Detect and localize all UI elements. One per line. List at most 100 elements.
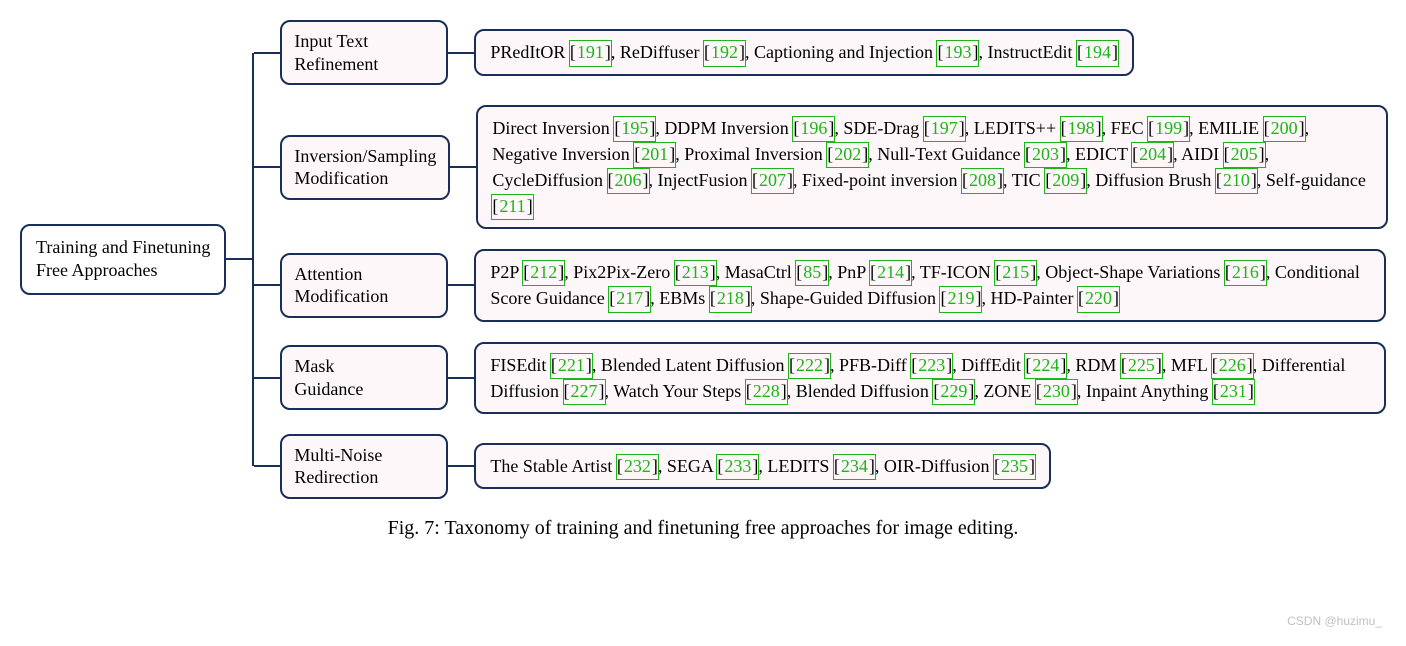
method-name: Diffusion Brush (1095, 170, 1216, 190)
branch-connector (254, 465, 280, 467)
method-name: EBMs (659, 288, 710, 308)
citation-number: 234 (840, 456, 869, 476)
citation-number: 219 (946, 288, 975, 308)
method-name: FISEdit (490, 355, 551, 375)
method-name: LEDITS++ (974, 118, 1061, 138)
citation[interactable]: [223] (911, 352, 952, 378)
category-node: Inversion/Sampling Modification (280, 135, 450, 200)
method-name: DDPM Inversion (664, 118, 793, 138)
citation[interactable]: [191] (570, 39, 611, 65)
method-name: MFL (1171, 355, 1212, 375)
citation[interactable]: [215] (995, 259, 1036, 285)
citation[interactable]: [211] (492, 193, 532, 219)
citation[interactable]: [216] (1225, 259, 1266, 285)
citation[interactable]: [85] (796, 259, 828, 285)
citation[interactable]: [231] (1213, 378, 1254, 404)
citation[interactable]: [203] (1025, 141, 1066, 167)
citation[interactable]: [197] (924, 115, 965, 141)
citation[interactable]: [230] (1036, 378, 1077, 404)
method-name: ZONE (983, 381, 1036, 401)
category-node: Multi-Noise Redirection (280, 434, 448, 499)
citation[interactable]: [228] (746, 378, 787, 404)
method-name: RDM (1075, 355, 1121, 375)
citation[interactable]: [193] (937, 39, 978, 65)
citation[interactable]: [229] (933, 378, 974, 404)
method-name: Inpaint Anything (1086, 381, 1213, 401)
method-name: Null-Text Guidance (877, 144, 1025, 164)
category-node: Attention Modification (280, 253, 448, 318)
citation[interactable]: [196] (793, 115, 834, 141)
citation[interactable]: [198] (1061, 115, 1102, 141)
method-name: Direct Inversion (492, 118, 614, 138)
citation[interactable]: [206] (608, 167, 649, 193)
citation[interactable]: [219] (940, 285, 981, 311)
method-name: InstructEdit (987, 42, 1076, 62)
method-name: The Stable Artist (490, 456, 616, 476)
citation[interactable]: [220] (1078, 285, 1119, 311)
citation[interactable]: [221] (551, 352, 592, 378)
category-node: Input Text Refinement (280, 20, 448, 85)
citation-number: 220 (1084, 288, 1113, 308)
citation[interactable]: [201] (634, 141, 675, 167)
citation[interactable]: [226] (1212, 352, 1253, 378)
citation-number: 195 (620, 118, 649, 138)
branch-connector (448, 284, 474, 286)
citation[interactable]: [234] (834, 453, 875, 479)
citation[interactable]: [195] (614, 115, 655, 141)
citation[interactable]: [202] (827, 141, 868, 167)
method-name: Blended Diffusion (796, 381, 934, 401)
root-connector (226, 258, 252, 260)
methods-node: P2P [212], Pix2Pix-Zero [213], MasaCtrl … (474, 249, 1386, 321)
citation[interactable]: [213] (675, 259, 716, 285)
branches-wrap: Input Text RefinementPRedItOR [191], ReD… (252, 20, 1388, 499)
citation[interactable]: [212] (523, 259, 564, 285)
citation-number: 223 (917, 355, 946, 375)
method-name: Shape-Guided Diffusion (760, 288, 941, 308)
citation[interactable]: [194] (1077, 39, 1118, 65)
citation[interactable]: [218] (710, 285, 751, 311)
method-name: Pix2Pix-Zero (573, 262, 675, 282)
citation-number: 212 (529, 262, 558, 282)
method-name: OIR-Diffusion (884, 456, 994, 476)
citation-number: 207 (758, 170, 787, 190)
citation[interactable]: [200] (1264, 115, 1305, 141)
citation[interactable]: [199] (1148, 115, 1189, 141)
citation[interactable]: [235] (994, 453, 1035, 479)
citation[interactable]: [227] (564, 378, 605, 404)
citation-number: 205 (1230, 144, 1259, 164)
method-name: Blended Latent Diffusion (601, 355, 789, 375)
method-name: TIC (1012, 170, 1046, 190)
citation[interactable]: [224] (1025, 352, 1066, 378)
citation[interactable]: [210] (1216, 167, 1257, 193)
citation[interactable]: [233] (717, 453, 758, 479)
citation[interactable]: [222] (789, 352, 830, 378)
method-name: HD-Painter (990, 288, 1077, 308)
citation-number: 193 (943, 42, 972, 62)
watermark: CSDN @huzimu_ (1287, 614, 1382, 628)
citation[interactable]: [204] (1132, 141, 1173, 167)
branch: Mask GuidanceFISEdit [221], Blended Late… (254, 342, 1388, 414)
citation[interactable]: [192] (704, 39, 745, 65)
citation-number: 199 (1154, 118, 1183, 138)
citation-number: 228 (752, 381, 781, 401)
methods-node: Direct Inversion [195], DDPM Inversion [… (476, 105, 1388, 229)
method-name: Object-Shape Variations (1045, 262, 1225, 282)
citation-number: 227 (570, 381, 599, 401)
citation[interactable]: [217] (609, 285, 650, 311)
citation[interactable]: [205] (1224, 141, 1265, 167)
citation[interactable]: [214] (870, 259, 911, 285)
citation[interactable]: [225] (1121, 352, 1162, 378)
citation-number: 191 (576, 42, 605, 62)
method-name: ReDiffuser (620, 42, 704, 62)
citation-number: 206 (614, 170, 643, 190)
citation[interactable]: [232] (617, 453, 658, 479)
citation[interactable]: [207] (752, 167, 793, 193)
citation-number: 204 (1138, 144, 1167, 164)
citation[interactable]: [209] (1045, 167, 1086, 193)
method-name: FEC (1111, 118, 1149, 138)
citation-number: 85 (802, 262, 822, 282)
citation-number: 226 (1218, 355, 1247, 375)
citation[interactable]: [208] (962, 167, 1003, 193)
citation-number: 197 (930, 118, 959, 138)
method-name: EMILIE (1198, 118, 1263, 138)
